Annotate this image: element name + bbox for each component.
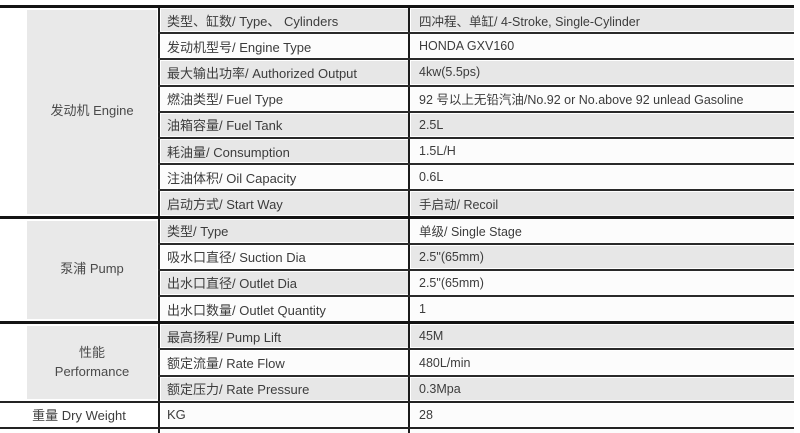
table-row: 发动机型号/ Engine Type HONDA GXV160 — [158, 32, 794, 59]
section-label-cell-engine: 发动机 Engine — [0, 8, 158, 216]
spec-name: 吸水口直径/ Suction Dia — [158, 244, 408, 269]
table-row: KG 28 — [158, 402, 794, 427]
spec-name: 启动方式/ Start Way — [158, 191, 408, 216]
spec-value: HONDA GXV160 — [408, 34, 794, 59]
spec-value: 45M — [408, 324, 794, 349]
spec-name: 发动机型号/ Engine Type — [158, 34, 408, 59]
table-row: 吸水口直径/ Suction Dia 2.5"(65mm) — [158, 242, 794, 269]
table-row: 额定流量/ Rate Flow 480L/min — [158, 348, 794, 375]
spec-name: 出水口直径/ Outlet Dia — [158, 270, 408, 296]
spec-value: 28 — [408, 402, 794, 427]
spec-value: 手启动/ Recoil — [408, 191, 794, 216]
table-row: 最高扬程/ Pump Lift 45M — [158, 324, 794, 349]
section-label-cell-size: 外形尺寸 Size — [0, 429, 158, 433]
section-label-cell-performance: 性能 Performance — [0, 324, 158, 401]
table-row: 出水口直径/ Outlet Dia 2.5"(65mm) — [158, 268, 794, 296]
spec-value: 1 — [408, 297, 794, 322]
section-label-performance: 性能 Performance — [27, 326, 157, 399]
section-label-cell-dry-weight: 重量 Dry Weight — [0, 402, 158, 427]
spec-value: 480L/min — [408, 350, 794, 375]
spec-name: 类型/ Type — [158, 218, 408, 243]
spec-value: 0.3Mpa — [408, 376, 794, 401]
spec-value: 92 号以上无铅汽油/No.92 or No.above 92 unlead G… — [408, 86, 794, 111]
table-row: 注油体积/ Oil Capacity 0.6L — [158, 163, 794, 190]
section-performance: 性能 Performance 最高扬程/ Pump Lift 45M 额定流量/… — [0, 321, 794, 401]
spec-name: 最高扬程/ Pump Lift — [158, 324, 408, 349]
table-row: 类型、缸数/ Type、 Cylinders 四冲程、单缸/ 4-Stroke,… — [158, 8, 794, 33]
spec-name: 类型、缸数/ Type、 Cylinders — [158, 8, 408, 33]
section-label-pump: 泵浦 Pump — [27, 220, 157, 320]
table-row: 启动方式/ Start Way 手启动/ Recoil — [158, 189, 794, 216]
spec-value: 2.5L — [408, 112, 794, 137]
table-row: 出水口数量/ Outlet Quantity 1 — [158, 295, 794, 322]
table-row: 额定压力/ Rate Pressure 0.3Mpa — [158, 374, 794, 401]
spec-value: 695×550×450 — [408, 429, 794, 433]
spec-name: 额定压力/ Rate Pressure — [158, 376, 408, 401]
spec-name: 油箱容量/ Fuel Tank — [158, 112, 408, 137]
section-label-dry-weight: 重量 Dry Weight — [32, 408, 126, 424]
spec-value: 4kw(5.5ps) — [408, 60, 794, 85]
section-dry-weight: 重量 Dry Weight KG 28 — [0, 400, 794, 427]
table-row: L×W×H(MM) 695×550×450 — [158, 429, 794, 433]
section-size: 外形尺寸 Size L×W×H(MM) 695×550×450 — [0, 427, 794, 433]
spec-value: 2.5"(65mm) — [408, 270, 794, 296]
spec-name: KG — [158, 402, 408, 427]
table-row: 类型/ Type 单级/ Single Stage — [158, 218, 794, 243]
section-label-cell-pump: 泵浦 Pump — [0, 218, 158, 322]
spec-value: 四冲程、单缸/ 4-Stroke, Single-Cylinder — [408, 8, 794, 33]
spec-value: 2.5"(65mm) — [408, 244, 794, 269]
section-label-engine: 发动机 Engine — [27, 10, 157, 214]
section-pump: 泵浦 Pump 类型/ Type 单级/ Single Stage 吸水口直径/… — [0, 215, 794, 322]
spec-name: 最大输出功率/ Authorized Output — [158, 60, 408, 85]
spec-name: 注油体积/ Oil Capacity — [158, 165, 408, 190]
spec-value: 1.5L/H — [408, 138, 794, 164]
table-row: 燃油类型/ Fuel Type 92 号以上无铅汽油/No.92 or No.a… — [158, 84, 794, 111]
table-row: 最大输出功率/ Authorized Output 4kw(5.5ps) — [158, 58, 794, 85]
spec-value: 单级/ Single Stage — [408, 218, 794, 243]
table-row: 油箱容量/ Fuel Tank 2.5L — [158, 110, 794, 137]
spec-name: L×W×H(MM) — [158, 429, 408, 433]
spec-name: 额定流量/ Rate Flow — [158, 350, 408, 375]
spec-name: 耗油量/ Consumption — [158, 138, 408, 164]
spec-table: 发动机 Engine 类型、缸数/ Type、 Cylinders 四冲程、单缸… — [0, 5, 794, 433]
spec-value: 0.6L — [408, 165, 794, 190]
spec-name: 燃油类型/ Fuel Type — [158, 86, 408, 111]
table-row: 耗油量/ Consumption 1.5L/H — [158, 136, 794, 164]
spec-name: 出水口数量/ Outlet Quantity — [158, 297, 408, 322]
section-engine: 发动机 Engine 类型、缸数/ Type、 Cylinders 四冲程、单缸… — [0, 5, 794, 216]
